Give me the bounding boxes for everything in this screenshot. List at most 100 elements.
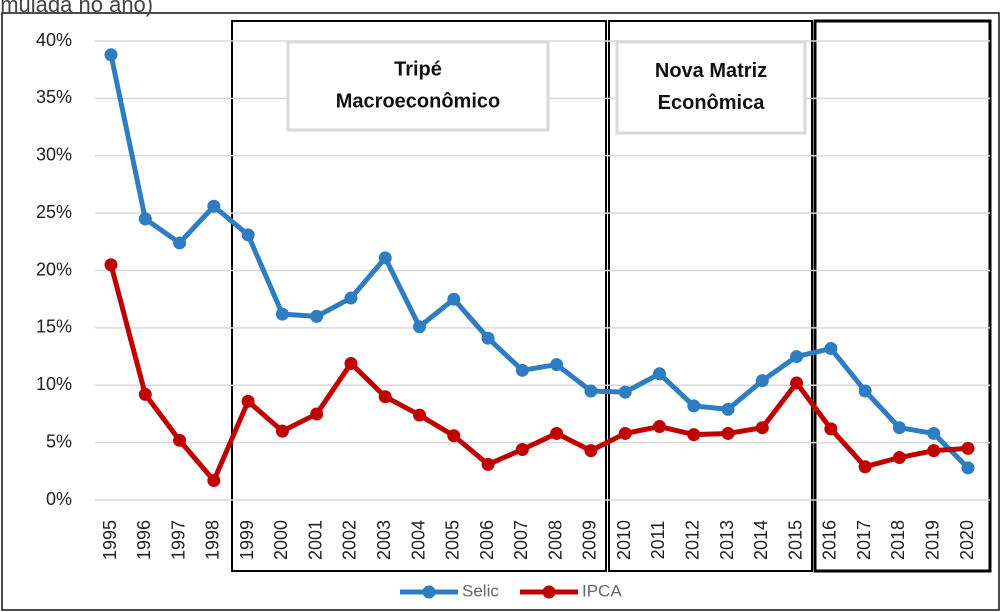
x-tick-label: 1999 xyxy=(237,520,257,560)
x-tick-label: 1997 xyxy=(168,520,188,560)
y-tick-label: 20% xyxy=(36,259,72,279)
x-tick-label: 2011 xyxy=(648,521,668,560)
point xyxy=(927,426,941,440)
x-tick-label: 2005 xyxy=(443,520,463,560)
point xyxy=(173,433,187,447)
x-tick-label: 2013 xyxy=(717,520,737,560)
x-tick-label: 2012 xyxy=(683,520,703,560)
point xyxy=(344,291,358,305)
point xyxy=(721,402,735,416)
y-tick-label: 0% xyxy=(46,489,72,509)
point xyxy=(447,292,461,306)
point xyxy=(790,376,804,390)
x-tick-label: 2008 xyxy=(545,520,565,560)
point xyxy=(310,407,324,421)
point xyxy=(275,424,289,438)
x-tick-label: 2016 xyxy=(820,520,840,560)
point xyxy=(344,356,358,370)
x-tick-label: 2015 xyxy=(785,520,805,560)
point xyxy=(721,426,735,440)
period-box xyxy=(608,20,813,572)
x-tick-label: 2009 xyxy=(580,520,600,560)
point xyxy=(481,457,495,471)
point xyxy=(138,387,152,401)
point xyxy=(310,309,324,323)
point xyxy=(892,421,906,435)
y-tick-label: 30% xyxy=(36,145,72,165)
y-tick-label: 40% xyxy=(36,30,72,50)
annotation-text: Nova Matriz xyxy=(655,60,767,82)
x-tick-label: 2018 xyxy=(888,520,908,560)
point xyxy=(618,426,632,440)
period-box xyxy=(813,19,992,573)
y-tick-label: 25% xyxy=(36,202,72,222)
x-tick-label: 2000 xyxy=(271,520,291,560)
point xyxy=(413,320,427,334)
x-tick-label: 2020 xyxy=(957,520,977,560)
point xyxy=(824,422,838,436)
point xyxy=(550,426,564,440)
x-tick-label: 2004 xyxy=(408,520,428,560)
point xyxy=(892,451,906,465)
x-tick-label: 1998 xyxy=(203,520,223,560)
annotation-box xyxy=(286,40,550,132)
point xyxy=(618,385,632,399)
point xyxy=(241,228,255,242)
chart-border xyxy=(1,12,1000,611)
x-tick-label: 2019 xyxy=(922,520,942,560)
point xyxy=(104,48,118,62)
legend-label: IPCA xyxy=(582,581,622,600)
y-tick-label: 10% xyxy=(36,374,72,394)
point xyxy=(515,443,529,457)
point xyxy=(515,363,529,377)
point xyxy=(652,420,666,434)
period-box xyxy=(231,20,607,572)
legend-marker xyxy=(422,585,436,599)
y-tick-label: 5% xyxy=(46,431,72,451)
y-tick-label: 35% xyxy=(36,87,72,107)
x-tick-label: 2017 xyxy=(854,520,874,560)
point xyxy=(207,199,221,213)
x-tick-label: 2006 xyxy=(477,520,497,560)
series-line xyxy=(108,264,969,483)
point xyxy=(961,441,975,455)
point xyxy=(138,212,152,226)
point xyxy=(927,444,941,458)
point xyxy=(413,408,427,422)
point xyxy=(584,444,598,458)
point xyxy=(104,258,118,272)
legend-marker xyxy=(542,585,556,599)
x-tick-label: 2003 xyxy=(374,520,394,560)
point xyxy=(790,350,804,364)
annotation-text: Tripé xyxy=(394,58,442,80)
point xyxy=(687,399,701,413)
point xyxy=(378,251,392,265)
point xyxy=(275,307,289,321)
point xyxy=(687,428,701,442)
point xyxy=(755,421,769,435)
point xyxy=(207,473,221,487)
point xyxy=(824,342,838,356)
annotation-box xyxy=(615,40,807,135)
point xyxy=(652,367,666,381)
point xyxy=(173,236,187,250)
point xyxy=(755,374,769,388)
point xyxy=(241,394,255,408)
point xyxy=(481,331,495,345)
point xyxy=(378,390,392,404)
annotation-text: Macroeconômico xyxy=(336,90,500,112)
point xyxy=(858,384,872,398)
x-tick-label: 2010 xyxy=(614,520,634,560)
point xyxy=(961,461,975,475)
x-tick-label: 1995 xyxy=(100,520,120,560)
point xyxy=(550,358,564,372)
point xyxy=(858,460,872,474)
point xyxy=(584,384,598,398)
annotation-text: Econômica xyxy=(658,92,766,114)
x-tick-label: 1996 xyxy=(134,520,154,560)
x-tick-label: 2007 xyxy=(511,520,531,560)
x-tick-label: 2002 xyxy=(340,520,360,560)
chart-title: umulada no ano) xyxy=(0,0,153,17)
legend-label: Selic xyxy=(462,581,499,600)
